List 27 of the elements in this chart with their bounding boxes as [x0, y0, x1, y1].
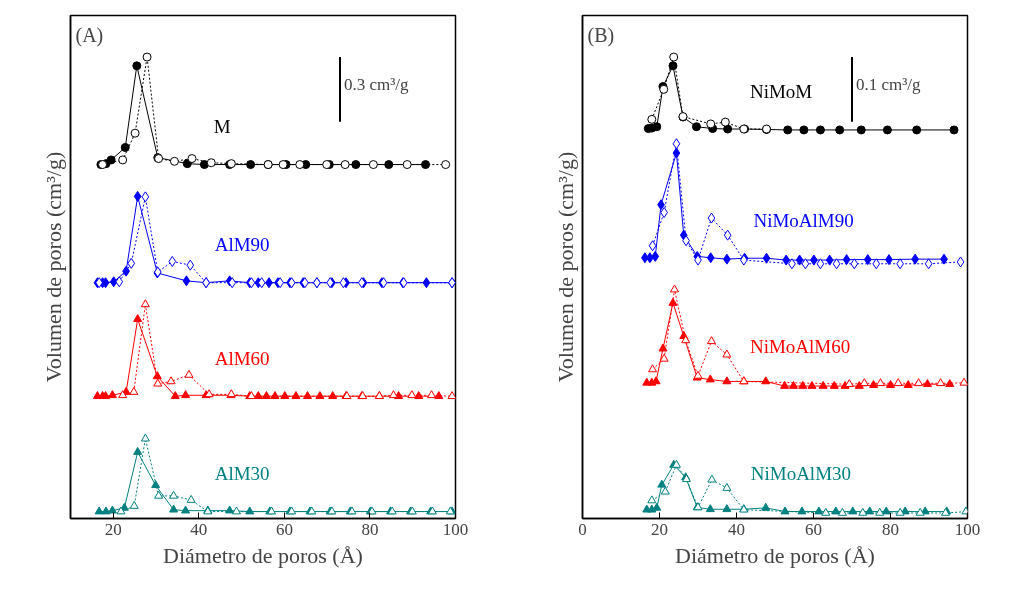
series-label: NiMoAlM60 [749, 335, 851, 357]
x-tick-label: 80 [361, 519, 379, 539]
x-tick-label: 20 [651, 519, 668, 539]
y-axis-title: Volumen de poros (cm³/g) [552, 151, 578, 383]
x-axis-title: Diámetro de poros (Å) [675, 542, 875, 568]
series-label: AlM90 [214, 234, 270, 255]
series-label: NiMoM [749, 81, 813, 103]
x-tick-label: 0 [578, 519, 587, 539]
x-tick-label: 100 [442, 519, 469, 539]
series-label: AlM60 [214, 347, 270, 369]
x-tick-label: 100 [954, 519, 981, 539]
x-tick-label: 40 [190, 519, 208, 539]
series-label: NiMoAlM90 [753, 210, 854, 232]
x-tick-label: 20 [104, 519, 122, 539]
annotation: 0.3 cm³/g [344, 74, 410, 94]
x-tick-label: 40 [728, 519, 745, 539]
x-axis-title: Diámetro de poros (Å) [163, 542, 363, 568]
annotation: 0.1 cm³/g [856, 74, 922, 94]
text: (A) [75, 23, 104, 47]
x-tick-label: 60 [805, 519, 822, 539]
series-label: NiMoAlM30 [750, 462, 852, 484]
y-axis-title: Volumen de poros (cm³/g) [40, 151, 66, 383]
x-tick-label: 80 [882, 519, 899, 539]
text: (B) [587, 23, 615, 47]
x-tick-label: 60 [275, 519, 293, 539]
series-label: AlM30 [214, 462, 270, 484]
series-label: M [213, 115, 231, 137]
